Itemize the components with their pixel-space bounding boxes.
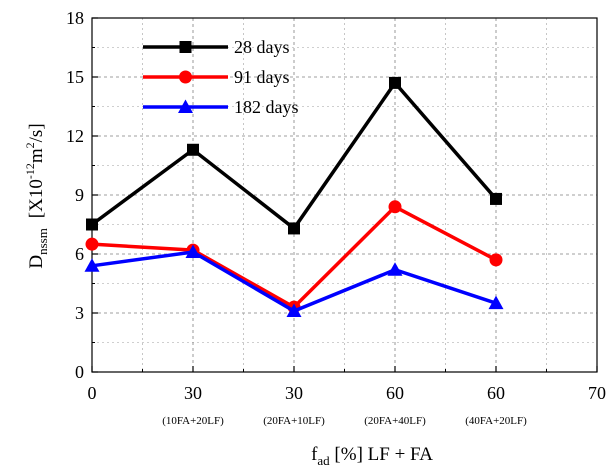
y-axis-symbol: D xyxy=(26,255,47,269)
y-tick-label: 18 xyxy=(66,8,84,28)
y-tick-label: 9 xyxy=(75,185,84,205)
y-tick-label: 12 xyxy=(66,126,84,146)
legend-label: 91 days xyxy=(234,67,290,87)
data-point xyxy=(286,303,302,318)
legend-label: 182 days xyxy=(234,97,299,117)
legend-label: 28 days xyxy=(234,37,290,57)
x-tick-label: 30 xyxy=(184,383,202,403)
y-tick-label: 6 xyxy=(75,244,84,264)
data-point xyxy=(388,200,402,214)
data-point xyxy=(185,244,201,259)
legend-marker xyxy=(179,70,192,84)
x-axis-title: fad [%] LF + FA xyxy=(311,444,433,468)
data-point xyxy=(488,295,504,310)
x-tick-sublabel: (40FA+20LF) xyxy=(465,415,527,427)
y-axis-unit-mid: m xyxy=(26,148,47,163)
data-point xyxy=(387,262,403,276)
x-tick-label: 70 xyxy=(588,383,606,403)
legend-marker xyxy=(179,41,192,53)
x-axis-rest: [%] LF + FA xyxy=(330,444,434,465)
data-point xyxy=(86,218,98,231)
axes: 0 3 6 9 12 15 18 0 30 (10FA+20LF) 30 (20FA+10LF) 60 (… xyxy=(66,8,606,427)
grid xyxy=(92,18,597,372)
x-tick-sublabel: (20FA+40LF) xyxy=(364,415,426,427)
x-tick-label: 60 xyxy=(386,383,404,403)
data-point xyxy=(490,192,502,205)
data-point xyxy=(84,258,100,272)
x-tick-label: 60 xyxy=(487,383,505,403)
data-point xyxy=(187,143,199,156)
y-tick-label: 3 xyxy=(75,303,84,323)
series-lines xyxy=(84,76,504,318)
data-point xyxy=(85,237,99,251)
legend: 28 days 91 days 182 days xyxy=(143,37,299,117)
legend-marker xyxy=(178,99,193,113)
y-axis-unit-close: /s] xyxy=(26,123,47,142)
y-axis-title: Dnssm [X10-12m2/s] xyxy=(23,123,50,268)
x-axis-symbol-sub: ad xyxy=(317,453,330,468)
y-axis-unit-exp2: 2 xyxy=(23,142,37,148)
y-axis-symbol-sub: nssm xyxy=(35,228,50,255)
x-tick-sublabel: (20FA+10LF) xyxy=(263,415,325,427)
y-tick-label: 0 xyxy=(75,362,84,382)
y-axis-unit-open: [X10 xyxy=(26,179,47,218)
x-tick-label: 30 xyxy=(285,383,303,403)
x-axis-symbol: f xyxy=(311,444,318,465)
y-axis-unit-exp: -12 xyxy=(23,163,37,179)
data-point xyxy=(489,253,503,267)
x-tick-label: 0 xyxy=(88,383,97,403)
data-point xyxy=(389,76,401,89)
y-tick-label: 15 xyxy=(66,67,84,87)
data-point xyxy=(288,222,300,235)
x-tick-sublabel: (10FA+20LF) xyxy=(162,415,224,427)
